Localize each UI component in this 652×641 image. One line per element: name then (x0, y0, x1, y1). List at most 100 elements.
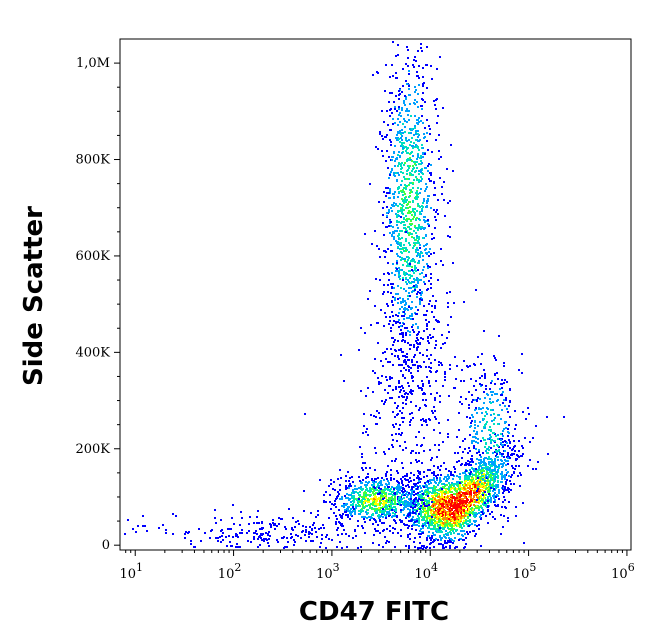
event-dot (397, 54, 399, 56)
event-dot (477, 469, 479, 471)
event-dot (458, 412, 460, 414)
event-dot (240, 511, 242, 513)
event-dot (421, 501, 423, 503)
event-dot (393, 196, 395, 198)
event-dot (460, 530, 462, 532)
event-dot (406, 353, 408, 355)
event-dot (429, 519, 431, 521)
event-dot (446, 484, 448, 486)
event-dot (165, 532, 167, 534)
event-dot (450, 491, 452, 493)
event-dot (417, 252, 419, 254)
event-dot (485, 499, 487, 501)
event-dot (511, 465, 513, 467)
event-dot (468, 507, 470, 509)
event-dot (433, 316, 435, 318)
event-dot (442, 518, 444, 520)
event-dot (450, 532, 452, 534)
event-dot (393, 172, 395, 174)
event-dot (418, 117, 420, 119)
event-dot (407, 147, 409, 149)
event-dot (417, 106, 419, 108)
event-dot (494, 373, 496, 375)
event-dot (360, 327, 362, 329)
event-dot (390, 493, 392, 495)
event-dot (416, 293, 418, 295)
event-dot (490, 472, 492, 474)
event-dot (411, 326, 413, 328)
event-dot (501, 506, 503, 508)
event-dot (490, 478, 492, 480)
event-dot (412, 390, 414, 392)
event-dot (430, 509, 432, 511)
event-dot (386, 513, 388, 515)
event-dot (439, 401, 441, 403)
event-dot (282, 537, 284, 539)
event-dot (304, 413, 306, 415)
event-dot (383, 191, 385, 193)
event-dot (403, 102, 405, 104)
event-dot (501, 455, 503, 457)
event-dot (408, 306, 410, 308)
event-dot (397, 500, 399, 502)
event-dot (449, 368, 451, 370)
event-dot (394, 191, 396, 193)
event-dot (413, 142, 415, 144)
event-dot (397, 472, 399, 474)
event-dot (480, 545, 482, 547)
event-dot (406, 199, 408, 201)
event-dot (385, 475, 387, 477)
event-dot (489, 467, 491, 469)
event-dot (354, 511, 356, 513)
event-dot (441, 334, 443, 336)
event-dot (422, 173, 424, 175)
event-dot (490, 497, 492, 499)
data-points (124, 41, 565, 550)
event-dot (428, 163, 430, 165)
event-dot (362, 505, 364, 507)
event-dot (221, 529, 223, 531)
event-dot (423, 200, 425, 202)
event-dot (469, 495, 471, 497)
event-dot (481, 501, 483, 503)
event-dot (389, 490, 391, 492)
event-dot (391, 507, 393, 509)
event-dot (490, 402, 492, 404)
event-dot (390, 207, 392, 209)
event-dot (422, 532, 424, 534)
event-dot (418, 224, 420, 226)
event-dot (404, 227, 406, 229)
event-dot (413, 285, 415, 287)
event-dot (352, 503, 354, 505)
event-dot (399, 248, 401, 250)
event-dot (405, 447, 407, 449)
event-dot (409, 206, 411, 208)
event-dot (457, 533, 459, 535)
event-dot (350, 504, 352, 506)
event-dot (401, 142, 403, 144)
event-dot (399, 112, 401, 114)
event-dot (403, 273, 405, 275)
event-dot (416, 488, 418, 490)
event-dot (352, 506, 354, 508)
event-dot (477, 488, 479, 490)
event-dot (440, 498, 442, 500)
event-dot (463, 510, 465, 512)
event-dot (384, 389, 386, 391)
event-dot (401, 230, 403, 232)
event-dot (406, 504, 408, 506)
event-dot (426, 493, 428, 495)
event-dot (353, 508, 355, 510)
event-dot (416, 71, 418, 73)
event-dot (361, 453, 363, 455)
event-dot (460, 495, 462, 497)
event-dot (498, 414, 500, 416)
event-dot (465, 398, 467, 400)
event-dot (416, 277, 418, 279)
event-dot (421, 178, 423, 180)
event-dot (456, 495, 458, 497)
event-dot (402, 476, 404, 478)
event-dot (407, 232, 409, 234)
event-dot (331, 539, 333, 541)
event-dot (523, 542, 525, 544)
